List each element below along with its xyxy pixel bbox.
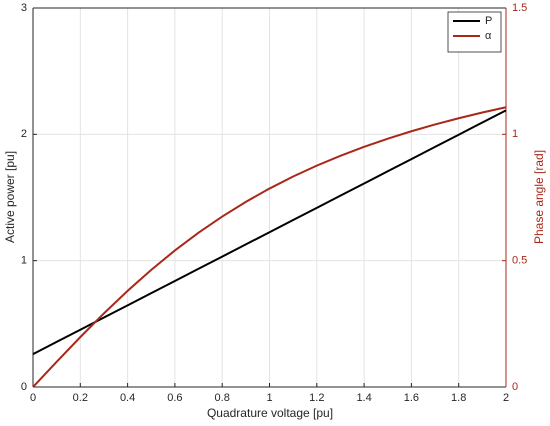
x-tick-label: 0.4: [120, 392, 135, 404]
x-tick-label: 1: [266, 392, 272, 404]
x-tick-label: 0.2: [73, 392, 88, 404]
x-tick-label: 1.8: [451, 392, 466, 404]
y2-tick-label: 0: [512, 381, 518, 393]
x-tick-label: 1.4: [356, 392, 371, 404]
x-tick-label: 1.2: [309, 392, 324, 404]
x-tick-label: 2: [503, 392, 509, 404]
legend-box: [447, 11, 502, 53]
y-tick-label: 1: [21, 255, 27, 267]
x-axis-label: Quadrature voltage [pu]: [207, 406, 333, 420]
y-tick-label: 3: [21, 2, 27, 14]
legend-label: α: [485, 30, 492, 42]
y2-tick-label: 1: [512, 128, 518, 140]
y-tick-label: 0: [21, 381, 27, 393]
y2-axis-label: Phase angle [rad]: [532, 150, 546, 244]
line-series: [32, 109, 507, 356]
legend-label: P: [485, 15, 492, 27]
y2-tick-label: 1.5: [512, 2, 527, 14]
y-axis-label: Active power [pu]: [3, 151, 17, 243]
x-tick-label: 1.6: [404, 392, 419, 404]
x-tick-label: 0.8: [215, 392, 230, 404]
y2-tick-label: 0.5: [512, 255, 527, 267]
x-tick-label: 0.6: [167, 392, 182, 404]
y-tick-label: 2: [21, 128, 27, 140]
line-series: [32, 106, 507, 388]
x-tick-label: 0: [30, 392, 36, 404]
